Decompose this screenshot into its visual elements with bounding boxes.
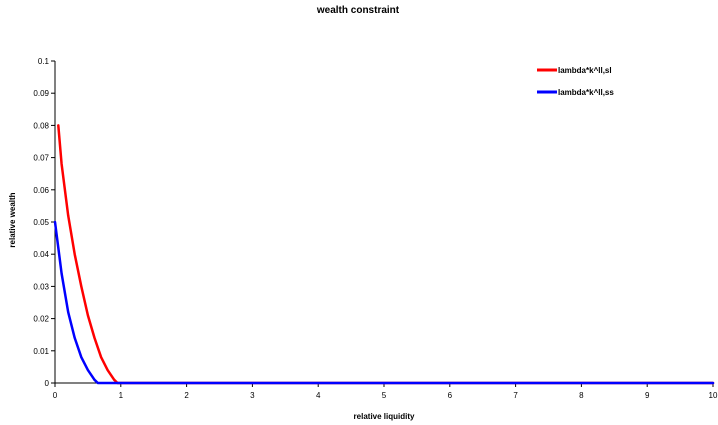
x-tick-label: 9 [645, 391, 650, 400]
y-tick-label: 0.05 [33, 218, 49, 227]
x-tick-label: 8 [579, 391, 584, 400]
series-layer [53, 124, 715, 385]
x-tick-label: 7 [513, 391, 518, 400]
y-tick-label: 0.04 [33, 250, 49, 259]
x-tick-label: 2 [184, 391, 189, 400]
series-line-2 [53, 220, 715, 385]
y-tick-label: 0.09 [33, 89, 49, 98]
x-tick-label: 6 [448, 391, 453, 400]
x-tick-label: 10 [709, 391, 718, 400]
y-tick-label: 0.1 [38, 57, 50, 66]
x-axis-title: relative liquidity [354, 412, 415, 421]
axes: 0 0.01 0.02 0.03 0.04 0.05 0.06 0.07 0.08 0.09 0.1… [33, 57, 718, 400]
legend: lambda*k^ll,sl lambda*k^ll,ss [537, 66, 614, 97]
chart-title: wealth constraint [316, 5, 400, 16]
y-tick-label: 0.01 [33, 347, 49, 356]
x-tick-label: 5 [382, 391, 387, 400]
y-tick-label: 0.06 [33, 186, 49, 195]
legend-label-1: lambda*k^ll,sl [558, 66, 612, 75]
x-tick-label: 4 [316, 391, 321, 400]
y-tick-label: 0.03 [33, 282, 49, 291]
x-tick-label: 1 [119, 391, 124, 400]
x-tick-label: 0 [53, 391, 58, 400]
legend-label-2: lambda*k^ll,ss [558, 88, 614, 97]
y-tick-label: 0 [45, 379, 50, 388]
x-tick-label: 3 [250, 391, 255, 400]
y-tick-label: 0.02 [33, 315, 49, 324]
series-line-1 [57, 124, 715, 385]
y-axis-title: relative wealth [8, 192, 17, 247]
y-tick-label: 0.07 [33, 154, 49, 163]
y-tick-label: 0.08 [33, 121, 49, 130]
